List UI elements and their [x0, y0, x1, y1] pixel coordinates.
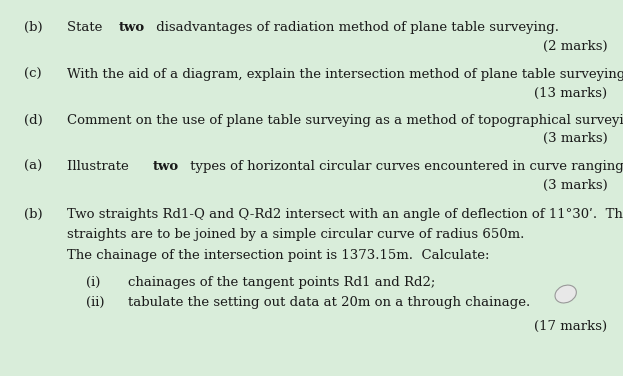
- Text: (17 marks): (17 marks): [535, 320, 607, 334]
- Text: (a): (a): [24, 160, 42, 173]
- Text: straights are to be joined by a simple circular curve of radius 650m.: straights are to be joined by a simple c…: [67, 228, 525, 241]
- Text: tabulate the setting out data at 20m on a through chainage.: tabulate the setting out data at 20m on …: [128, 296, 530, 309]
- Text: Comment on the use of plane table surveying as a method of topographical surveyi: Comment on the use of plane table survey…: [67, 114, 623, 127]
- Text: (3 marks): (3 marks): [543, 132, 607, 146]
- Text: Illustrate: Illustrate: [67, 160, 133, 173]
- Text: (b): (b): [24, 208, 42, 221]
- Text: types of horizontal circular curves encountered in curve ranging.: types of horizontal circular curves enco…: [186, 160, 623, 173]
- Text: disadvantages of radiation method of plane table surveying.: disadvantages of radiation method of pla…: [152, 21, 559, 34]
- Text: two: two: [153, 160, 179, 173]
- Text: (d): (d): [24, 114, 42, 127]
- Text: Two straights Rd1-Q and Q-Rd2 intersect with an angle of deflection of 11°30ʹ.  : Two straights Rd1-Q and Q-Rd2 intersect …: [67, 208, 623, 221]
- Ellipse shape: [555, 285, 576, 303]
- Text: The chainage of the intersection point is 1373.15m.  Calculate:: The chainage of the intersection point i…: [67, 249, 490, 262]
- Text: chainages of the tangent points Rd1 and Rd2;: chainages of the tangent points Rd1 and …: [128, 276, 435, 290]
- Text: (i): (i): [86, 276, 100, 290]
- Text: (ii): (ii): [86, 296, 105, 309]
- Text: (3 marks): (3 marks): [543, 179, 607, 192]
- Text: (2 marks): (2 marks): [543, 39, 607, 53]
- Text: State: State: [67, 21, 107, 34]
- Text: (c): (c): [24, 68, 41, 81]
- Text: (b): (b): [24, 21, 42, 34]
- Text: two: two: [118, 21, 145, 34]
- Text: With the aid of a diagram, explain the intersection method of plane table survey: With the aid of a diagram, explain the i…: [67, 68, 623, 81]
- Text: (13 marks): (13 marks): [535, 86, 607, 100]
